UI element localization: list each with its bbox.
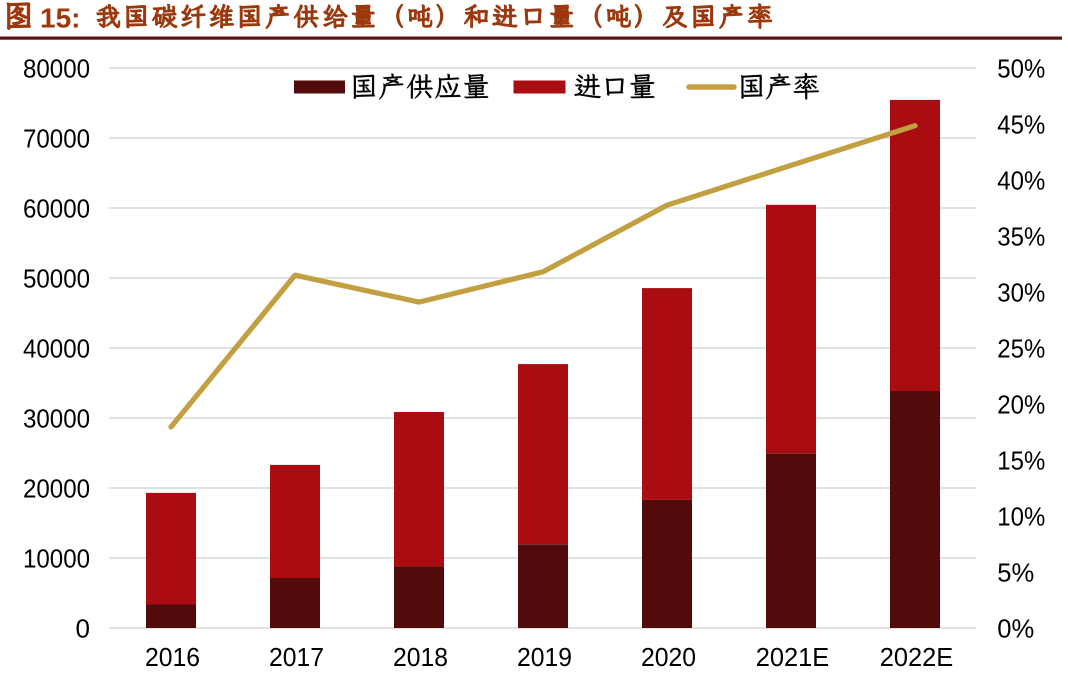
svg-text:0: 0: [76, 614, 90, 644]
svg-text:30%: 30%: [997, 278, 1045, 308]
svg-text:0%: 0%: [997, 614, 1034, 644]
svg-text:5%: 5%: [997, 558, 1034, 588]
svg-text:15%: 15%: [997, 446, 1045, 476]
svg-text:10%: 10%: [997, 502, 1045, 532]
svg-text:50000: 50000: [23, 264, 90, 294]
svg-text:40000: 40000: [23, 334, 90, 364]
svg-text:2016: 2016: [145, 642, 200, 672]
svg-text:2022E: 2022E: [880, 642, 954, 672]
svg-text:40%: 40%: [997, 166, 1045, 196]
svg-text:60000: 60000: [23, 194, 90, 224]
svg-text:50%: 50%: [997, 54, 1045, 84]
svg-text:70000: 70000: [23, 124, 90, 154]
svg-text:25%: 25%: [997, 334, 1045, 364]
svg-text:15:: 15:: [40, 2, 80, 33]
svg-text:30000: 30000: [23, 404, 90, 434]
svg-text:2021E: 2021E: [756, 642, 830, 672]
svg-text:2020: 2020: [641, 642, 696, 672]
svg-text:2019: 2019: [517, 642, 572, 672]
svg-text:10000: 10000: [23, 544, 90, 574]
svg-text:20%: 20%: [997, 390, 1045, 420]
svg-text:2017: 2017: [269, 642, 324, 672]
svg-text:45%: 45%: [997, 110, 1045, 140]
svg-text:35%: 35%: [997, 222, 1045, 252]
svg-text:80000: 80000: [23, 54, 90, 84]
svg-text:2018: 2018: [393, 642, 448, 672]
svg-text:20000: 20000: [23, 474, 90, 504]
